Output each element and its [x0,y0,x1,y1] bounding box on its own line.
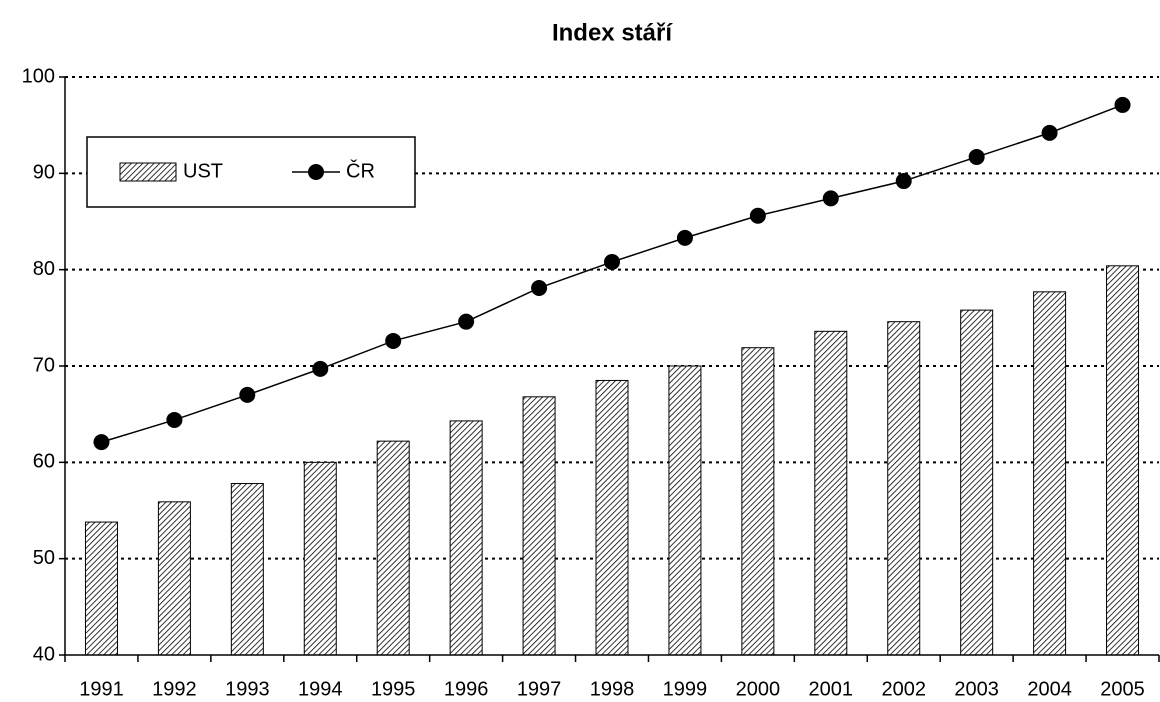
line-marker [1041,124,1058,141]
line-marker [239,386,256,403]
bar [449,420,483,656]
bar [84,521,118,656]
chart-title: Index stáří [552,19,673,46]
y-tick-label: 90 [33,162,55,184]
y-tick-label: 50 [33,547,55,569]
x-tick-label: 2000 [736,678,781,700]
x-tick-label: 2004 [1027,678,1072,700]
x-tick-label: 2005 [1100,678,1145,700]
y-tick-label: 80 [33,258,55,280]
x-tick-label: 1991 [79,678,124,700]
x-tick-label: 1998 [590,678,635,700]
bar [1033,291,1067,656]
bar [887,321,921,656]
legend-swatch [119,162,177,182]
x-tick-label: 1996 [444,678,489,700]
line-marker [822,190,839,207]
line-marker [531,279,548,296]
line-marker [749,207,766,224]
line-marker [93,434,110,451]
x-tick-label: 2002 [881,678,926,700]
bar [157,501,191,656]
x-tick-label: 1997 [517,678,562,700]
line-marker [895,173,912,190]
x-tick-label: 1992 [152,678,197,700]
y-tick-label: 40 [33,643,55,665]
x-tick-label: 1995 [371,678,416,700]
bar [595,379,629,656]
bar [303,461,337,656]
line-marker [968,148,985,165]
y-tick-label: 70 [33,354,55,376]
bar [960,309,994,656]
y-tick-label: 60 [33,451,55,473]
bar [230,483,264,656]
bar [741,347,775,656]
legend-label: UST [183,160,223,182]
bar [814,330,848,656]
x-tick-label: 1993 [225,678,270,700]
y-tick-label: 100 [22,65,55,87]
line-marker [1114,96,1131,113]
line-marker [458,313,475,330]
line-marker [676,229,693,246]
legend-label: ČR [346,159,375,182]
bar [522,396,556,656]
x-tick-label: 2001 [809,678,854,700]
line-marker [312,360,329,377]
bar [1106,265,1140,656]
legend-swatch [308,164,324,180]
line-marker [166,411,183,428]
line-marker [385,332,402,349]
x-tick-label: 1999 [663,678,708,700]
line-marker [604,253,620,270]
bar [668,365,702,656]
x-tick-label: 1994 [298,678,343,700]
x-tick-label: 2003 [954,678,999,700]
bar [376,440,410,656]
